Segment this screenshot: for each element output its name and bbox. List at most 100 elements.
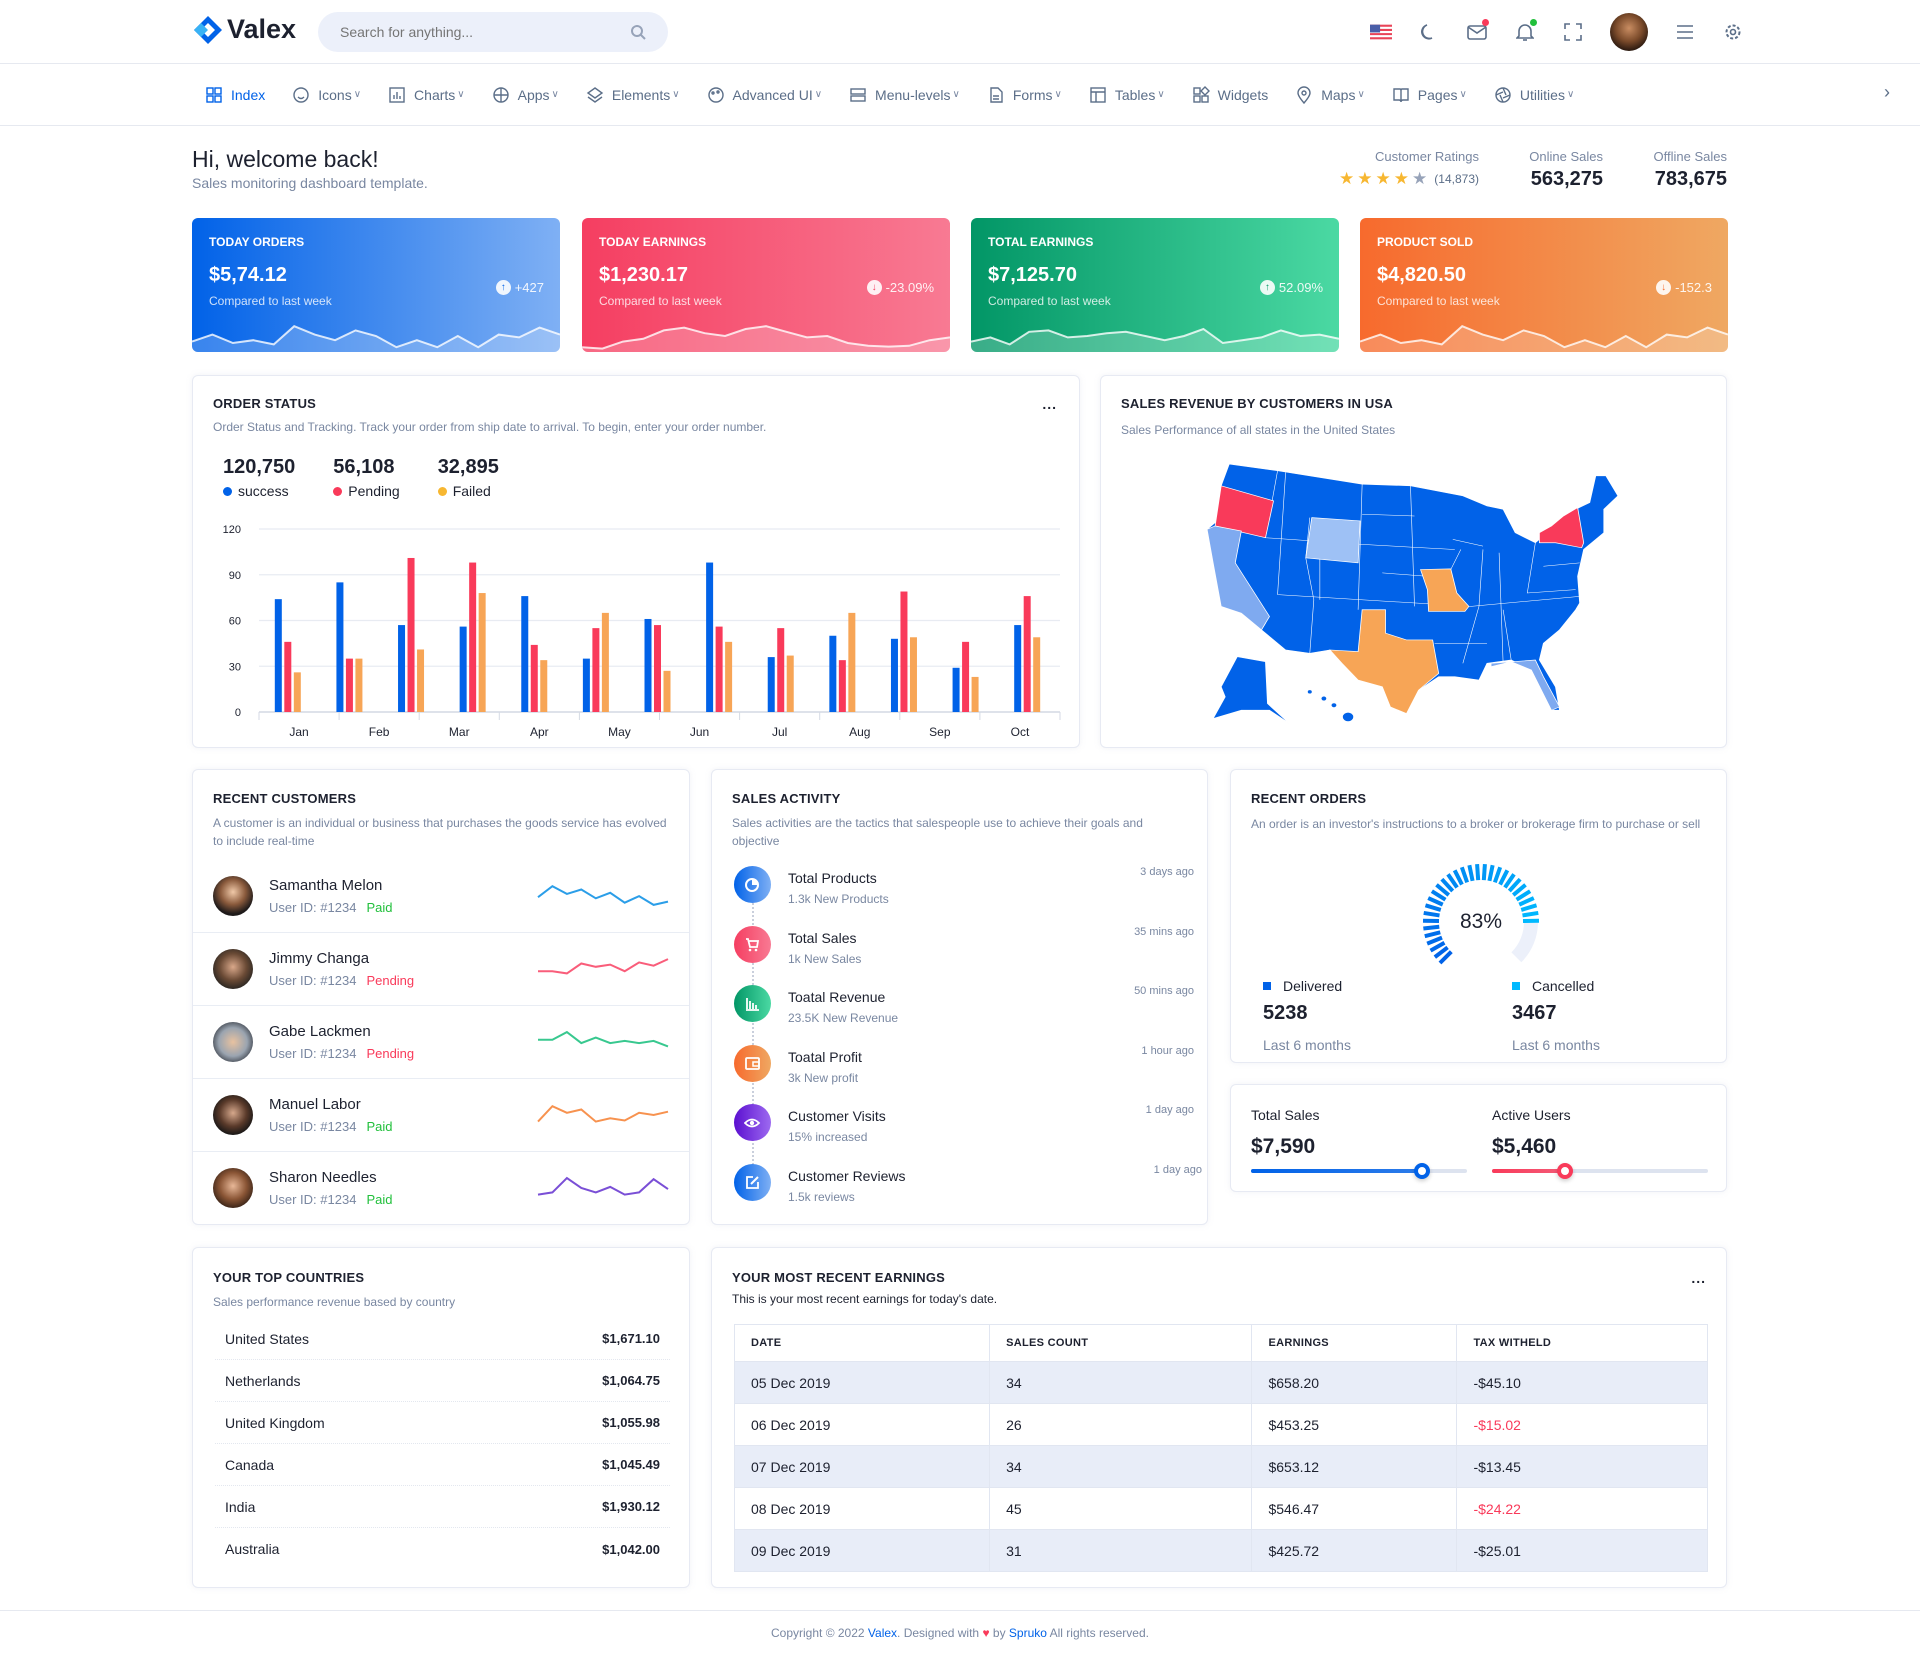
bar-success[interactable] <box>398 625 406 712</box>
nav-item-index[interactable]: Index <box>205 86 265 104</box>
bar-pending[interactable] <box>900 591 908 712</box>
slider-value: $7,590 <box>1251 1135 1316 1158</box>
nav-item-elements[interactable]: Elements ∨ <box>586 86 680 104</box>
state-missouri[interactable] <box>1420 568 1470 612</box>
nav-item-utilities[interactable]: Utilities ∨ <box>1494 86 1574 104</box>
kpi-card-total-earnings[interactable]: TOTAL EARNINGS $7,125.70 Compared to last … <box>971 218 1339 352</box>
activity-item[interactable]: Toatal Profit 3k New profit 1 hour ago <box>734 1044 1194 1105</box>
bar-failed[interactable] <box>909 637 917 712</box>
us-flag-icon[interactable] <box>1370 21 1392 43</box>
state-california[interactable] <box>1206 525 1270 631</box>
customer-row[interactable]: Sharon Needles User ID: #1234 Paid <box>193 1151 689 1224</box>
bar-failed[interactable] <box>540 660 548 712</box>
bar-pending[interactable] <box>284 641 292 712</box>
bar-failed[interactable] <box>601 612 609 712</box>
nav-item-menu-levels[interactable]: Menu-levels ∨ <box>849 86 960 104</box>
bar-failed[interactable] <box>1033 637 1041 712</box>
bar-failed[interactable] <box>478 593 486 712</box>
bar-failed[interactable] <box>848 612 856 712</box>
kpi-card-today-orders[interactable]: TODAY ORDERS $5,74.12 Compared to last wee… <box>192 218 560 352</box>
activity-item[interactable]: Toatal Revenue 23.5K New Revenue 50 mins a… <box>734 985 1194 1045</box>
footer-company-link[interactable]: Spruko <box>1008 1626 1047 1640</box>
bar-success[interactable] <box>459 626 467 712</box>
avatar[interactable] <box>1610 13 1648 51</box>
nav-item-pages[interactable]: Pages ∨ <box>1392 86 1467 104</box>
nav-next-chevron-icon[interactable]: › <box>1884 82 1890 102</box>
activity-item[interactable]: Total Products 1.3k New Products 3 days ag… <box>734 866 1194 926</box>
slider-track[interactable] <box>1492 1163 1708 1179</box>
bar-pending[interactable] <box>838 660 846 712</box>
nav-item-maps[interactable]: Maps ∨ <box>1295 85 1365 104</box>
menu-icon[interactable] <box>1674 21 1696 43</box>
search-icon[interactable] <box>630 24 646 40</box>
customer-row[interactable]: Samantha Melon User ID: #1234 Paid <box>193 859 689 932</box>
search-box[interactable] <box>318 12 668 52</box>
customer-row[interactable]: Gabe Lackmen User ID: #1234 Pending <box>193 1005 689 1078</box>
bar-pending[interactable] <box>777 628 785 712</box>
slider-track[interactable] <box>1251 1163 1467 1179</box>
mail-icon[interactable] <box>1466 19 1489 43</box>
slider-thumb[interactable] <box>1413 1163 1430 1179</box>
nav-item-advanced-ui[interactable]: Advanced UI ∨ <box>707 86 822 104</box>
customer-row[interactable]: Manuel Labor User ID: #1234 Paid <box>193 1078 689 1151</box>
state-hawaii[interactable] <box>1306 689 1355 722</box>
bar-success[interactable] <box>274 599 282 712</box>
bar-pending[interactable] <box>1023 596 1031 712</box>
bar-pending[interactable] <box>530 644 538 712</box>
bar-success[interactable] <box>890 638 898 712</box>
kpi-card-today-earnings[interactable]: TODAY EARNINGS $1,230.17 Compared to last … <box>582 218 950 352</box>
bar-pending[interactable] <box>407 557 415 712</box>
state-oregon[interactable] <box>1214 485 1274 539</box>
slider-thumb[interactable] <box>1557 1163 1574 1179</box>
bar-success[interactable] <box>1014 625 1022 712</box>
bar-success[interactable] <box>952 667 960 712</box>
bar-success[interactable] <box>582 658 590 712</box>
activity-item[interactable]: Customer Reviews 1.5k reviews 1 day ago <box>734 1163 1202 1224</box>
state-florida[interactable] <box>1490 659 1561 711</box>
kpi-card-product-sold[interactable]: PRODUCT SOLD $4,820.50 Compared to last we… <box>1360 218 1728 352</box>
fullscreen-icon[interactable] <box>1562 21 1584 43</box>
state-alaska[interactable] <box>1212 656 1290 724</box>
bar-pending[interactable] <box>962 641 970 712</box>
moon-icon[interactable] <box>1418 21 1440 43</box>
bar-pending[interactable] <box>592 628 600 712</box>
state-wyoming[interactable] <box>1305 517 1361 564</box>
bar-success[interactable] <box>767 657 775 712</box>
bar-failed[interactable] <box>725 641 733 712</box>
bar-pending[interactable] <box>345 658 353 712</box>
slider-fill <box>1492 1169 1566 1173</box>
bar-failed[interactable] <box>971 676 979 712</box>
nav-item-charts[interactable]: Charts ∨ <box>388 86 465 104</box>
nav-item-tables[interactable]: Tables ∨ <box>1089 86 1165 104</box>
bar-success[interactable] <box>521 596 529 712</box>
bar-success[interactable] <box>644 618 652 712</box>
gear-icon[interactable] <box>1722 21 1744 43</box>
bar-success[interactable] <box>829 635 837 712</box>
bell-icon[interactable] <box>1514 19 1537 43</box>
bar-pending[interactable] <box>654 625 661 712</box>
state-texas[interactable] <box>1329 609 1440 715</box>
state-new-york[interactable] <box>1538 506 1585 549</box>
more-options-icon[interactable]: ... <box>1042 396 1057 412</box>
more-options-icon[interactable]: ... <box>1691 1270 1706 1286</box>
footer-brand-link[interactable]: Valex <box>867 1626 898 1640</box>
bar-failed[interactable] <box>293 672 301 712</box>
bar-failed[interactable] <box>417 649 425 712</box>
activity-item[interactable]: Total Sales 1k New Sales 35 mins ago <box>734 925 1194 986</box>
bar-success[interactable] <box>706 562 714 712</box>
nav-item-icons[interactable]: Icons ∨ <box>292 86 361 104</box>
brand-logo[interactable]: Valex <box>193 14 296 45</box>
nav-item-apps[interactable]: Apps ∨ <box>492 86 559 104</box>
bar-pending[interactable] <box>715 626 723 712</box>
bar-failed[interactable] <box>355 658 363 712</box>
customer-row[interactable]: Jimmy Changa User ID: #1234 Pending <box>193 932 689 1005</box>
nav-item-widgets[interactable]: Widgets <box>1192 85 1268 104</box>
search-input[interactable] <box>340 24 600 40</box>
bar-failed[interactable] <box>786 655 794 712</box>
nav-item-forms[interactable]: Forms ∨ <box>987 86 1062 104</box>
bar-success[interactable] <box>336 582 344 712</box>
usa-map[interactable] <box>1197 459 1628 727</box>
bar-pending[interactable] <box>469 562 477 712</box>
activity-item[interactable]: Customer Visits 15% increased 1 day ago <box>734 1104 1194 1164</box>
bar-failed[interactable] <box>663 670 671 712</box>
